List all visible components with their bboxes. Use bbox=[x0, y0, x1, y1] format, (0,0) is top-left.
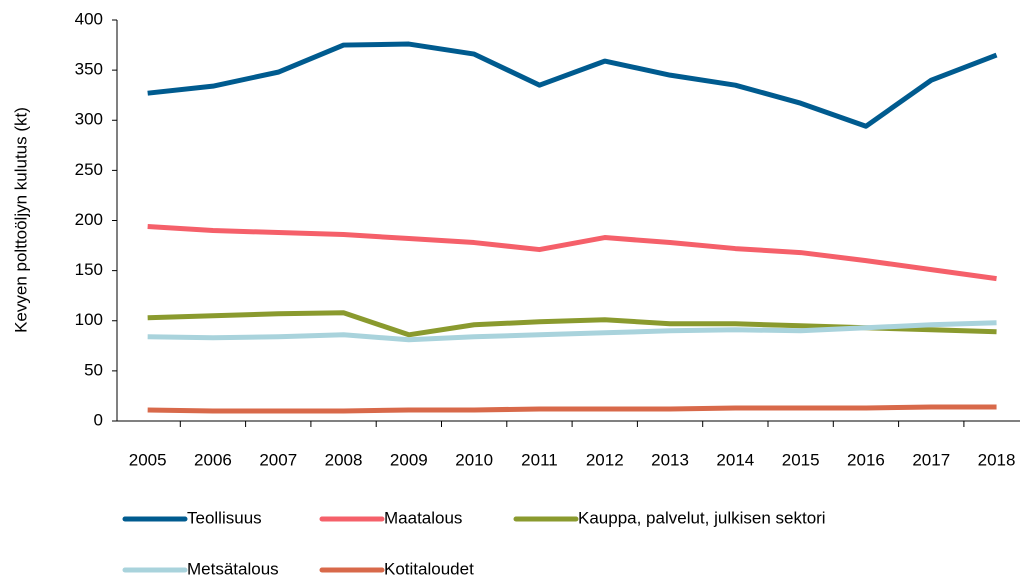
x-tick-label: 2018 bbox=[978, 450, 1016, 469]
x-tick-label: 2007 bbox=[259, 450, 297, 469]
y-tick-label: 200 bbox=[75, 210, 103, 229]
y-tick-label: 150 bbox=[75, 260, 103, 279]
x-tick-label: 2016 bbox=[847, 450, 885, 469]
x-tick-label: 2011 bbox=[521, 450, 558, 469]
x-tick-label: 2010 bbox=[455, 450, 493, 469]
y-axis-label: Kevyen polttoöljyn kulutus (kt) bbox=[11, 107, 30, 333]
legend-label: Kotitaloudet bbox=[384, 559, 474, 578]
series-line bbox=[147, 404, 997, 414]
x-tick-label: 2014 bbox=[716, 450, 754, 469]
legend-label: Maatalous bbox=[384, 508, 462, 527]
legend-label: Metsätalous bbox=[187, 559, 279, 578]
x-tick-label: 2008 bbox=[325, 450, 363, 469]
y-tick-label: 350 bbox=[75, 60, 103, 79]
x-tick-label: 2005 bbox=[129, 450, 167, 469]
y-tick-label: 300 bbox=[75, 110, 103, 129]
y-tick-label: 0 bbox=[94, 410, 103, 429]
series-line bbox=[147, 224, 997, 282]
x-tick-label: 2012 bbox=[586, 450, 624, 469]
series-line bbox=[147, 320, 997, 343]
series-line bbox=[147, 41, 998, 129]
x-tick-label: 2009 bbox=[390, 450, 428, 469]
legend-label: Kauppa, palvelut, julkisen sektori bbox=[578, 508, 826, 527]
y-tick-label: 50 bbox=[84, 360, 103, 379]
legend-label: Teollisuus bbox=[187, 508, 262, 527]
x-tick-label: 2006 bbox=[194, 450, 232, 469]
y-tick-label: 400 bbox=[75, 9, 103, 28]
y-tick-label: 100 bbox=[75, 310, 103, 329]
x-tick-label: 2013 bbox=[651, 450, 689, 469]
x-tick-label: 2017 bbox=[912, 450, 950, 469]
y-tick-label: 250 bbox=[75, 160, 103, 179]
x-tick-label: 2015 bbox=[782, 450, 820, 469]
